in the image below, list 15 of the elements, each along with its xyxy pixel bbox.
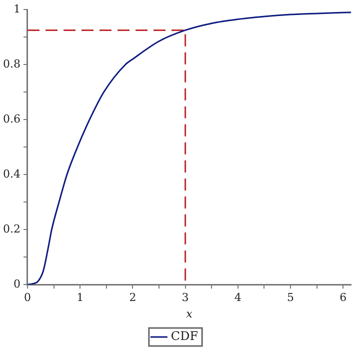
y-tick-label: 0.6 (2, 112, 20, 126)
x-axis-title: x (186, 307, 194, 320)
y-tick-label: 0.2 (2, 222, 20, 236)
y-tick-label: 0.8 (2, 57, 20, 70)
x-tick-label: 3 (182, 291, 189, 304)
y-tick-label: 0.4 (2, 167, 20, 180)
x-tick-label: 2 (129, 291, 136, 304)
x-tick-label: 6 (340, 291, 347, 304)
legend-label: CDF (170, 329, 198, 344)
x-tick-label: 5 (287, 291, 294, 304)
x-tick-label: 0 (24, 291, 31, 304)
y-tick-label: 0 (13, 277, 20, 290)
y-tick-label: 1 (13, 2, 20, 16)
x-tick-label: 1 (76, 291, 84, 304)
x-tick-label: 4 (234, 291, 242, 304)
